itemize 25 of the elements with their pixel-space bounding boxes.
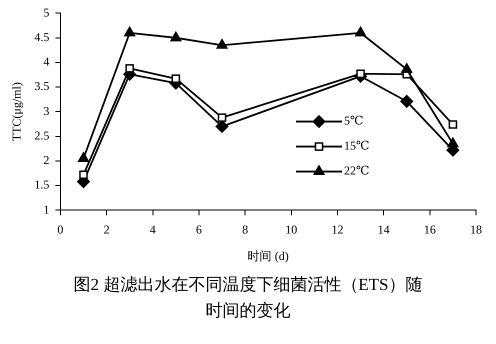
x-tick-label: 4 — [150, 222, 156, 237]
x-tick-label: 12 — [331, 222, 344, 237]
x-tick-label: 0 — [57, 222, 64, 237]
y-tick-label: 5 — [43, 5, 50, 20]
x-tick-label: 6 — [196, 222, 202, 237]
x-tick-label: 14 — [378, 222, 390, 237]
x-tick-label: 18 — [470, 222, 482, 237]
x-tick-label: 8 — [242, 222, 248, 237]
x-tick-label: 16 — [424, 222, 436, 237]
y-tick-label: 4.5 — [34, 30, 50, 44]
y-tick-label: 3.5 — [34, 79, 50, 94]
legend-label: 5℃ — [344, 114, 364, 128]
y-axis-title: TTC(μg/ml) — [9, 82, 24, 142]
y-tick-label: 1 — [43, 202, 50, 216]
legend-label: 15℃ — [344, 138, 370, 153]
y-tick-label: 2 — [43, 153, 50, 168]
y-tick-label: 4 — [43, 54, 50, 69]
legend-label: 22℃ — [344, 164, 370, 178]
x-axis-title: 时间 (d) — [248, 248, 289, 263]
x-tick-label: 10 — [285, 222, 298, 237]
y-tick-label: 3 — [43, 104, 50, 118]
text: 图2 超滤出水在不同温度下细菌活性（ETS）随时间的变化 — [72, 274, 424, 322]
y-tick-label: 1.5 — [34, 178, 50, 192]
y-tick-label: 2.5 — [34, 128, 50, 142]
x-tick-label: 2 — [104, 222, 110, 237]
